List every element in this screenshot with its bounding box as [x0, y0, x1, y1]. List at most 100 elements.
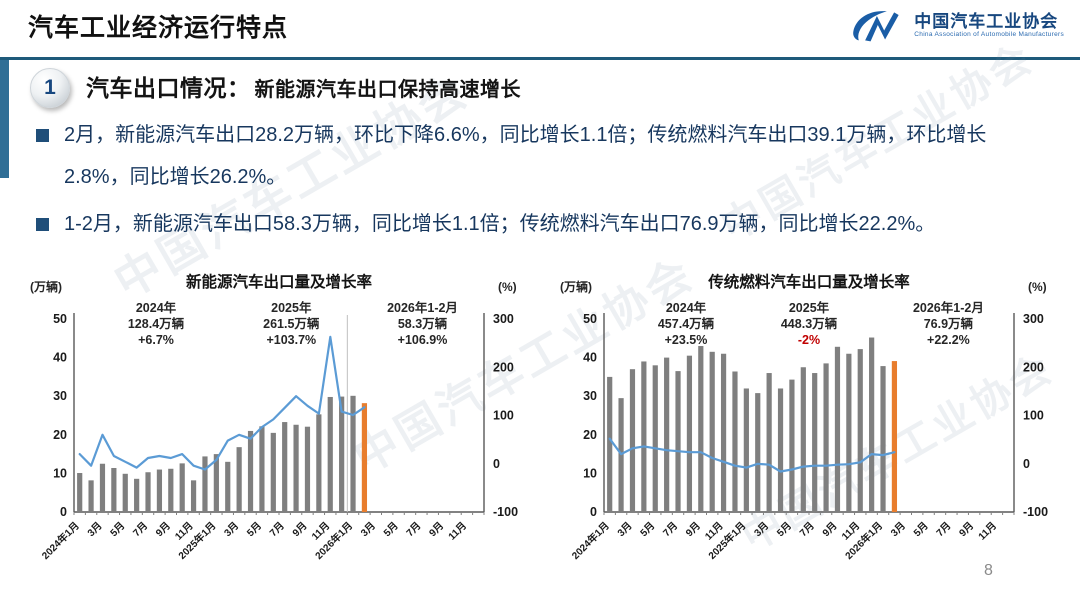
logo-subtitle: China Association of Automobile Manufact…: [914, 31, 1064, 39]
x-axis-label: 5月: [911, 520, 930, 539]
x-axis-label: 3月: [85, 520, 104, 539]
left-tick-label: 40: [53, 351, 67, 365]
bar: [213, 454, 219, 512]
bar: [179, 463, 185, 512]
bar: [641, 361, 647, 512]
section-heading: 汽车出口情况： 新能源汽车出口保持高速增长: [86, 69, 521, 103]
x-axis-label: 7月: [797, 520, 816, 539]
x-axis-label: 5月: [775, 520, 794, 539]
caam-logo: 中国汽车工业协会 China Association of Automobile…: [847, 5, 1064, 45]
bar: [789, 379, 795, 512]
bar: [698, 346, 704, 512]
annotation-period: 2025年: [789, 300, 830, 315]
annotation-growth: +6.7%: [138, 333, 174, 347]
bar: [823, 363, 829, 512]
annotation-volume: 261.5万辆: [263, 316, 320, 331]
charts-area: 新能源汽车出口量及增长率 (万辆) (%) 0 10 20 30 40 50 -100 0 100 20…: [0, 262, 1080, 607]
bullet-square-icon: [36, 129, 49, 142]
x-axis-label: 7月: [267, 520, 286, 539]
annotation-growth: +106.9%: [398, 333, 448, 347]
bar: [755, 393, 761, 512]
x-axis-label: 9月: [957, 520, 976, 539]
x-axis-label: 11月: [446, 520, 469, 543]
bar: [327, 396, 333, 512]
right-tick-label: 200: [1023, 360, 1044, 374]
bar: [145, 472, 151, 512]
bar: [77, 473, 83, 512]
annotation-period: 2024年: [136, 300, 177, 315]
bullet-square-icon: [36, 218, 49, 231]
right-tick-label: -100: [493, 505, 518, 519]
left-tick-label: 30: [583, 389, 597, 403]
bar: [99, 463, 106, 512]
x-axis-label: 9月: [427, 520, 446, 539]
left-tick-label: 10: [583, 466, 597, 480]
x-axis-label: 7月: [404, 520, 423, 539]
bars-group: [77, 395, 368, 512]
bar: [686, 355, 693, 512]
bar: [88, 480, 94, 512]
bars-group: [607, 337, 898, 512]
right-tick-label: 300: [1023, 312, 1044, 326]
left-tick-label: 0: [590, 505, 597, 519]
bar: [122, 473, 128, 512]
annotation-growth: +23.5%: [665, 333, 708, 347]
annotation-volume: 58.3万辆: [398, 316, 448, 331]
x-axis-label: 2024年1月: [39, 519, 82, 562]
left-axis-unit: (万辆): [560, 279, 592, 294]
bar: [202, 456, 208, 512]
x-axis-label: 9月: [153, 520, 172, 539]
bar: [247, 430, 254, 512]
bar: [236, 447, 242, 512]
bullet-text: 2月，新能源汽车出口28.2万辆，环比下降6.6%，同比增长1.1倍；传统燃料汽…: [64, 124, 987, 188]
caam-logo-text: 中国汽车工业协会 China Association of Automobile…: [914, 12, 1064, 39]
x-axis-label: 3月: [615, 520, 634, 539]
bar: [812, 373, 818, 512]
right-tick-label: -100: [1023, 505, 1048, 519]
annotation-period: 2025年: [271, 300, 312, 315]
bar: [732, 371, 738, 512]
bar: [880, 366, 886, 512]
nev-export-chart: 新能源汽车出口量及增长率 (万辆) (%) 0 10 20 30 40 50 -100 0 100 20…: [30, 272, 518, 562]
bar-highlight: [361, 403, 368, 512]
left-accent-bar: [0, 60, 9, 178]
growth-rate-line: [78, 335, 366, 471]
section-title: 汽车出口情况：: [86, 75, 251, 101]
bar: [869, 337, 875, 512]
bar-highlight: [891, 361, 898, 512]
bar: [168, 468, 174, 512]
bar: [134, 478, 140, 512]
right-tick-label: 200: [493, 360, 514, 374]
chart-title: 传统燃料汽车出口量及增长率: [707, 272, 910, 291]
right-axis-unit: (%): [1028, 280, 1047, 294]
x-axis-label: 7月: [661, 520, 680, 539]
bar: [339, 396, 345, 512]
x-axis-label: 7月: [934, 520, 953, 539]
annotation-period: 2026年1-2月: [913, 300, 984, 315]
right-axis-unit: (%): [498, 280, 517, 294]
left-tick-label: 20: [53, 428, 67, 442]
left-tick-label: 50: [583, 312, 597, 326]
x-axis-label: 9月: [290, 520, 309, 539]
x-axis-label: 5月: [381, 520, 400, 539]
annotation-period: 2026年1-2月: [387, 300, 458, 315]
bar: [629, 369, 636, 512]
page-title: 汽车工业经济运行特点: [28, 14, 289, 42]
left-axis-unit: (万辆): [30, 279, 62, 294]
x-axis-label: 5月: [245, 520, 264, 539]
x-axis-label: 5月: [638, 520, 657, 539]
bullet-item: 1-2月，新能源汽车出口58.3万辆，同比增长1.1倍；传统燃料汽车出口76.9…: [36, 203, 1038, 245]
bar: [720, 353, 727, 512]
section-subtitle: 新能源汽车出口保持高速增长: [254, 79, 521, 101]
left-tick-label: 0: [60, 505, 67, 519]
bar: [800, 367, 806, 512]
x-axis-label: 5月: [108, 520, 127, 539]
